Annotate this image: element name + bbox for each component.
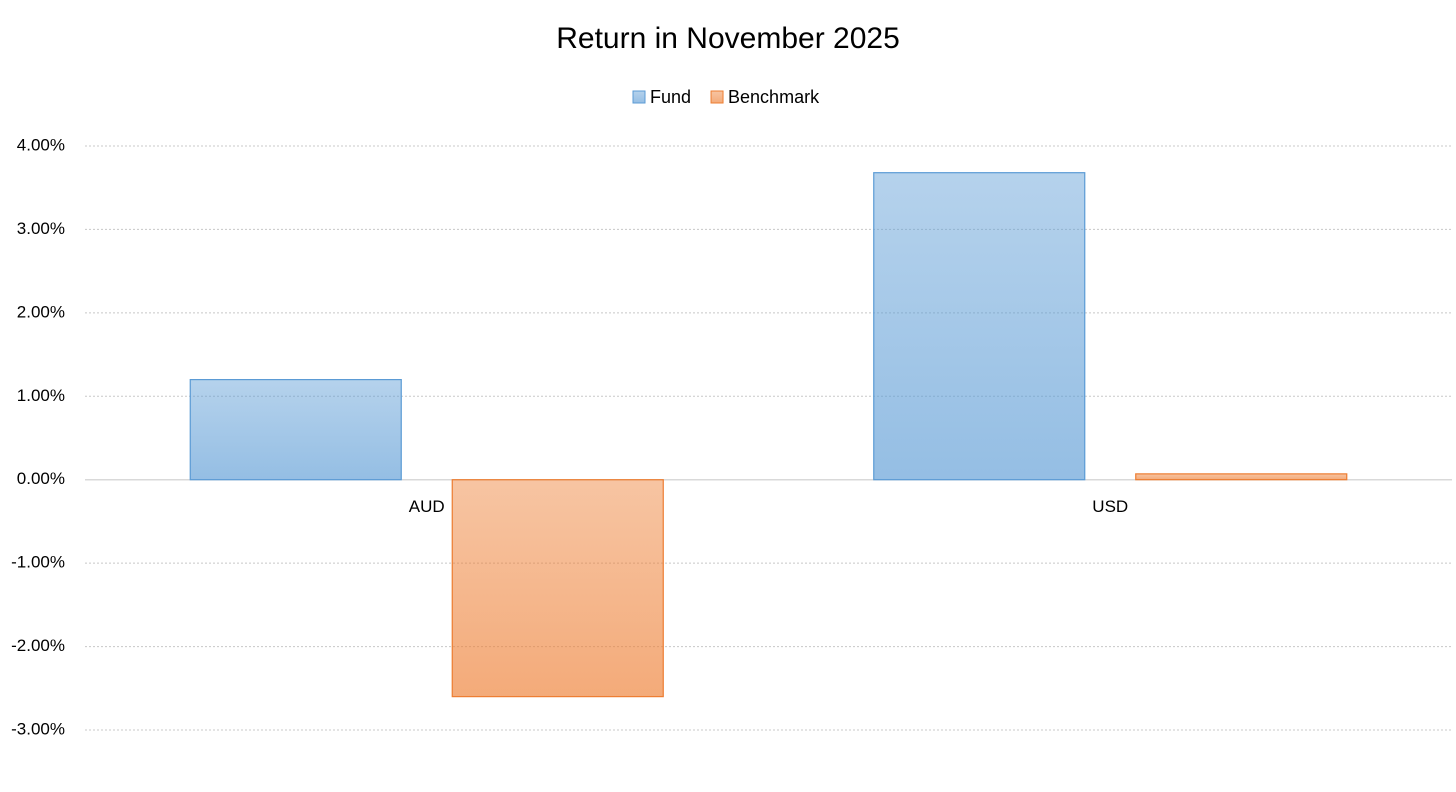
y-tick-label: 3.00%: [17, 219, 65, 238]
bar: [873, 172, 1086, 481]
legend-swatch: [632, 90, 646, 104]
bar: [451, 479, 664, 698]
bar: [1135, 473, 1348, 481]
bar: [189, 379, 402, 481]
y-tick-label: 1.00%: [17, 386, 65, 405]
y-tick-label: 4.00%: [17, 135, 65, 154]
legend-label: Benchmark: [728, 87, 820, 107]
legend-swatch: [710, 90, 724, 104]
legend-label: Fund: [650, 87, 691, 107]
y-tick-label: 0.00%: [17, 469, 65, 488]
y-tick-label: 2.00%: [17, 302, 65, 321]
y-tick-label: -2.00%: [11, 636, 65, 655]
x-tick-label: AUD: [409, 497, 445, 516]
chart-title: Return in November 2025: [556, 22, 900, 55]
y-tick-label: -1.00%: [11, 553, 65, 572]
y-tick-label: -3.00%: [11, 719, 65, 738]
x-tick-label: USD: [1092, 497, 1128, 516]
